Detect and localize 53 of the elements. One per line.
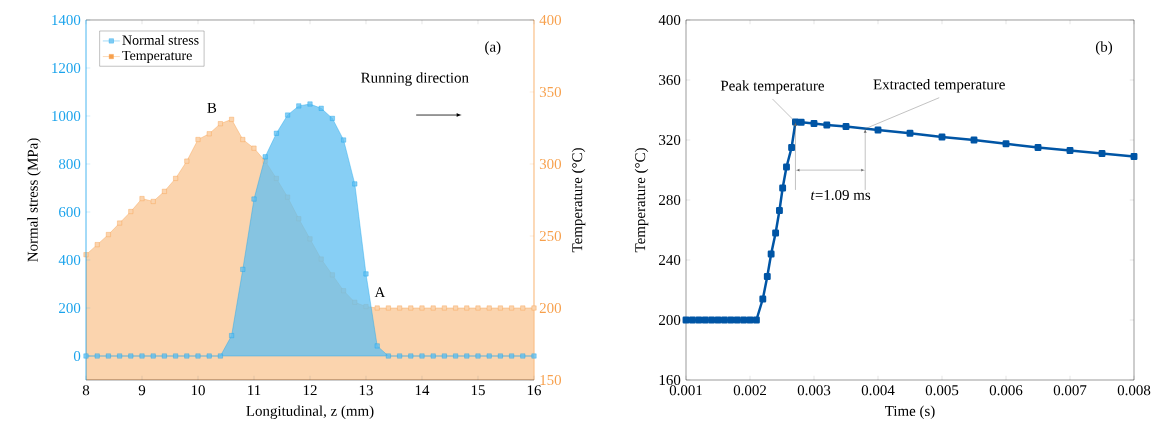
x-tick-label: 16: [527, 385, 542, 396]
x-tick-label: 0.002: [733, 385, 766, 396]
y-tick-label: 280: [659, 194, 681, 206]
y-tick-label: 200: [659, 314, 681, 326]
y-tick-label: 800: [58, 158, 81, 170]
y-tick-label: 1000: [52, 110, 81, 122]
y2-tick-label: 200: [539, 302, 562, 314]
y-tick-label: 400: [658, 14, 681, 26]
y-tick-label: 1400: [52, 14, 81, 26]
x-tick-label: 9: [138, 385, 146, 396]
annotation: Peak temperature: [720, 80, 824, 94]
y-axis-title: Temperature (°C): [634, 148, 649, 253]
y-tick-label: 320: [659, 134, 681, 146]
y-tick-label: 1200: [52, 62, 81, 74]
annotation: B: [207, 102, 217, 113]
y-tick-label: 240: [659, 254, 681, 266]
x-axis-title: Longitudinal, z (mm): [246, 405, 374, 420]
y2-tick-label: 400: [539, 14, 562, 26]
x-tick-label: 11: [248, 385, 261, 396]
x-tick-label: 15: [471, 385, 485, 396]
x-axis-title: Time (s): [885, 405, 935, 420]
x-tick-label: 0.008: [1117, 385, 1151, 396]
annotation: A: [374, 287, 386, 298]
x-tick-label: 0.003: [797, 385, 831, 396]
y2-tick-label: 300: [539, 158, 562, 170]
x-tick-label: 8: [82, 385, 90, 396]
y2-tick-label: 250: [539, 230, 562, 242]
y-tick-label: 600: [59, 206, 81, 218]
annotation: t=1.09 ms: [811, 189, 871, 201]
x-tick-label: 0.005: [925, 385, 959, 396]
x-tick-label: 13: [359, 385, 373, 396]
annotation: (b): [1095, 41, 1113, 55]
x-tick-label: 14: [415, 385, 430, 396]
legend-label: Temperature: [122, 50, 192, 63]
y-tick-label: 0: [73, 350, 81, 362]
x-tick-label: 0.001: [669, 385, 702, 396]
y-tick-label: 400: [58, 254, 81, 266]
annotation: Running direction: [361, 72, 469, 86]
x-tick-label: 0.004: [861, 385, 895, 396]
x-tick-label: 12: [303, 385, 317, 396]
x-tick-label: 0.007: [1053, 385, 1087, 396]
y2-axis-title: Temperature (°C): [571, 148, 586, 253]
annotation: Extracted temperature: [873, 78, 1005, 93]
x-tick-label: 0.006: [989, 385, 1023, 396]
y2-tick-label: 350: [539, 86, 562, 98]
y-tick-label: 160: [659, 374, 681, 386]
x-tick-label: 10: [191, 385, 205, 396]
y-axis-title: Normal stress (MPa): [27, 138, 41, 262]
legend-label: Normal stress: [122, 34, 199, 45]
y-tick-label: 360: [659, 74, 681, 86]
y-tick-label: 200: [59, 302, 81, 314]
y2-tick-label: 150: [540, 374, 562, 386]
annotation: (a): [485, 41, 501, 55]
